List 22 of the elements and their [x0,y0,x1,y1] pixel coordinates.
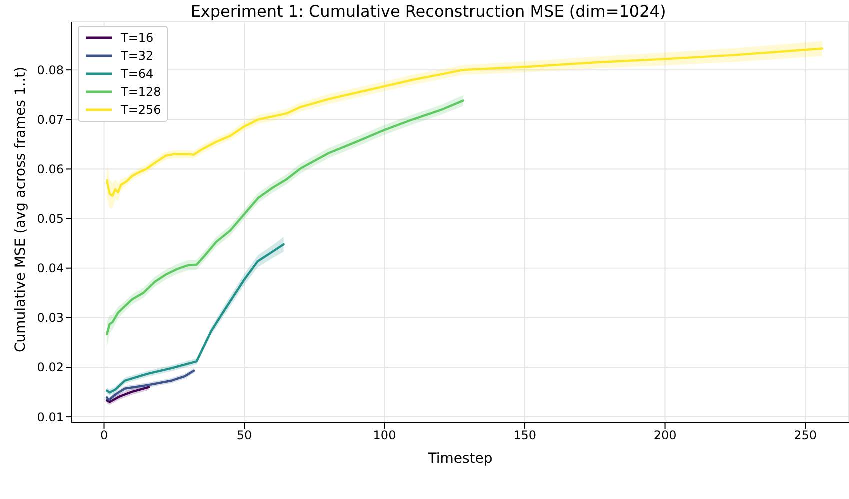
x-tick-label: 50 [236,428,252,443]
x-tick-label: 250 [794,428,817,443]
y-axis-title: Cumulative MSE (avg across frames 1..t) [12,66,29,352]
x-tick-label: 200 [654,428,677,443]
x-axis-title: Timestep [427,451,493,467]
y-tick-label: 0.07 [37,112,64,127]
legend-label: T=256 [121,102,162,119]
legend-label: T=16 [121,30,154,47]
y-tick-label: 0.03 [37,311,64,326]
y-tick-label: 0.04 [37,262,64,276]
x-tick-label: 100 [373,428,396,443]
legend-label: T=64 [121,66,154,83]
y-tick-label: 0.06 [37,162,64,176]
x-tick-label: 0 [100,428,108,443]
legend-label: T=128 [121,84,162,101]
y-tick-label: 0.02 [37,360,64,375]
y-tick-label: 0.01 [37,410,64,424]
x-tick-label: 150 [514,428,536,443]
y-tick-label: 0.08 [37,63,64,78]
y-tick-label: 0.05 [37,212,64,226]
chart-title: Experiment 1: Cumulative Reconstruction MSE (dim=1024) [190,2,668,21]
legend-label: T=32 [121,48,154,65]
